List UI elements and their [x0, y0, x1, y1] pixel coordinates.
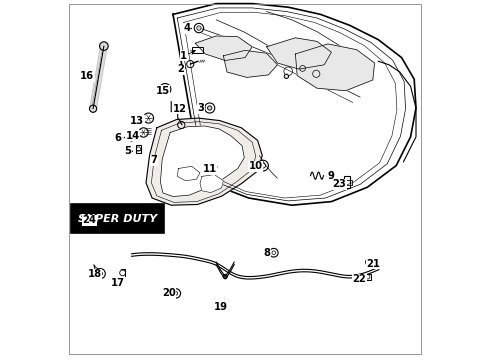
Polygon shape: [200, 175, 223, 193]
Text: 16: 16: [80, 71, 95, 81]
Text: 23: 23: [332, 179, 346, 189]
Text: 24: 24: [82, 215, 97, 225]
Text: 1: 1: [180, 51, 187, 61]
Polygon shape: [267, 38, 331, 69]
Text: 3: 3: [197, 103, 204, 113]
Text: 4: 4: [183, 23, 190, 33]
Bar: [192, 47, 203, 53]
Polygon shape: [196, 36, 252, 60]
Text: SUPER DUTY: SUPER DUTY: [78, 213, 157, 224]
Polygon shape: [160, 126, 245, 197]
Polygon shape: [124, 135, 135, 141]
Text: 18: 18: [87, 269, 101, 279]
Bar: [72, 204, 164, 233]
Bar: [136, 145, 141, 153]
Text: 9: 9: [328, 171, 335, 181]
Text: 10: 10: [249, 161, 263, 171]
Circle shape: [208, 106, 212, 110]
Bar: [343, 180, 352, 185]
Circle shape: [284, 74, 289, 78]
Text: 19: 19: [214, 302, 227, 312]
Circle shape: [223, 274, 227, 279]
Polygon shape: [223, 50, 277, 77]
Text: 11: 11: [202, 164, 217, 174]
Text: 5: 5: [124, 146, 131, 156]
Text: 20: 20: [162, 288, 175, 298]
Polygon shape: [295, 44, 374, 91]
Polygon shape: [173, 4, 416, 205]
Text: 14: 14: [125, 131, 140, 141]
Text: 12: 12: [172, 104, 187, 114]
Text: 6: 6: [115, 132, 122, 143]
Polygon shape: [177, 166, 200, 181]
Circle shape: [98, 271, 102, 276]
Text: 13: 13: [130, 116, 144, 126]
Text: 2: 2: [177, 64, 184, 74]
Text: 7: 7: [151, 155, 158, 165]
Text: 15: 15: [156, 86, 170, 96]
Polygon shape: [146, 118, 262, 205]
Text: 21: 21: [366, 258, 380, 269]
Text: 17: 17: [111, 278, 125, 288]
Text: 8: 8: [263, 248, 270, 258]
Text: 22: 22: [353, 274, 367, 284]
Circle shape: [197, 26, 201, 30]
Bar: [365, 274, 371, 280]
Bar: [344, 176, 350, 188]
